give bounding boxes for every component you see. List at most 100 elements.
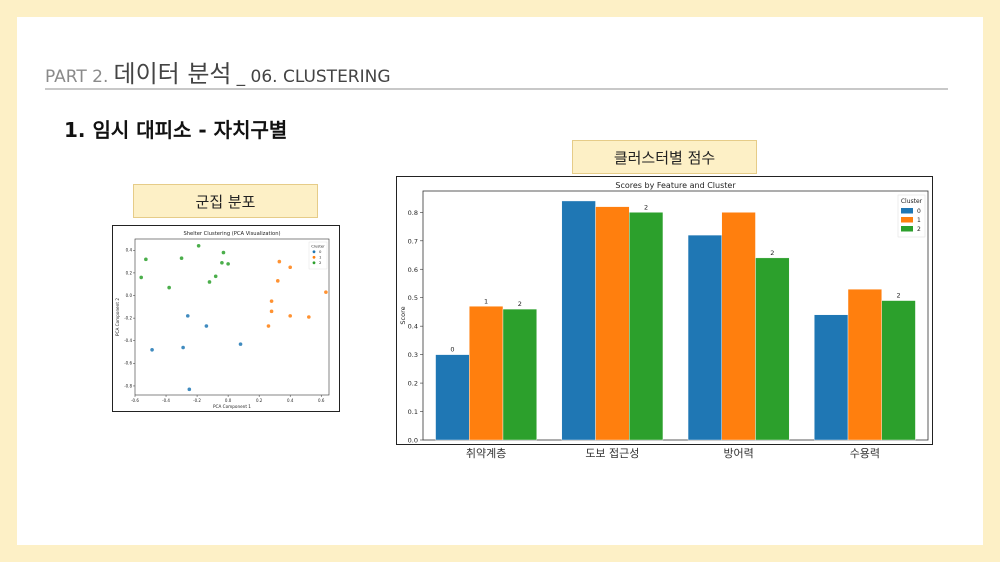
bar-cluster-1-2	[721, 212, 756, 441]
scatter-point-cluster-1	[307, 315, 311, 319]
bar-cluster-2-1	[629, 212, 664, 441]
bar-y-tick-label: 0.6	[408, 266, 418, 274]
scatter-y-tick-label: 0.2	[126, 270, 133, 275]
scatter-point-cluster-2	[139, 275, 144, 280]
bar-cluster-0-1	[561, 200, 596, 441]
scatter-legend-marker-2	[312, 261, 316, 265]
scatter-chart: Shelter Clustering (PCA Visualization) -0…	[115, 231, 330, 409]
bar-x-category-label: 방어력	[723, 447, 754, 460]
scatter-y-tick-label: -0.6	[124, 361, 132, 366]
bar-legend-label-2: 2	[917, 226, 921, 233]
scatter-point-cluster-2	[167, 285, 171, 290]
scatter-point-cluster-2	[220, 260, 224, 265]
scatter-point-cluster-1	[269, 299, 274, 303]
scatter-point-cluster-1	[288, 265, 292, 270]
scatter-label-box: 군집 분포	[133, 184, 318, 218]
scatter-x-tick-label: 0.6	[318, 398, 325, 403]
scatter-x-tick-label: 0.4	[287, 398, 294, 403]
bar-annotation: 0	[450, 346, 454, 354]
bar-legend-title: Cluster	[901, 198, 923, 205]
scatter-legend-label-2: 2	[319, 260, 322, 265]
scatter-y-tick-label: 0.4	[126, 248, 133, 253]
bar-annotation: 2	[644, 203, 648, 211]
scatter-point-cluster-2	[213, 274, 218, 279]
scatter-point-cluster-2	[207, 280, 212, 284]
bar-y-tick-label: 0.3	[408, 351, 418, 359]
bar-annotation: 1	[484, 297, 488, 305]
scatter-y-tick-label: -0.2	[124, 316, 132, 321]
scatter-point-cluster-2	[196, 243, 201, 248]
bar-chart-title: Scores by Feature and Cluster	[615, 181, 736, 190]
scatter-point-cluster-1	[324, 290, 328, 294]
scatter-point-cluster-0	[185, 314, 190, 318]
scatter-y-tick-label: -0.4	[124, 338, 132, 343]
scatter-point-cluster-2	[221, 250, 226, 255]
scatter-x-tick-label: -0.6	[131, 398, 139, 403]
scatter-legend-marker-1	[312, 255, 316, 259]
bar-annotation: 2	[770, 249, 774, 257]
bar-cluster-2-2	[755, 257, 790, 441]
bar-y-tick-label: 0.4	[408, 323, 418, 331]
bar-cluster-2-0	[502, 308, 537, 441]
scatter-point-cluster-2	[179, 256, 184, 261]
bar-cluster-0-0	[435, 354, 470, 441]
scatter-point-cluster-1	[288, 314, 292, 318]
bar-cluster-0-3	[814, 314, 849, 441]
bar-y-axis-label: Score	[399, 306, 407, 324]
bar-cluster-1-1	[595, 206, 630, 441]
bar-chart-frame: Scores by Feature and Cluster 0.0 0.1 0.2 0.…	[396, 176, 933, 460]
bar-y-tick-label: 0.0	[408, 437, 418, 444]
scatter-legend-label-0: 0	[319, 249, 322, 254]
scatter-y-axis-label: PCA Component 2	[115, 298, 120, 336]
scatter-point-cluster-2	[144, 257, 148, 262]
bar-y-tick-label: 0.1	[408, 408, 418, 416]
header-subtitle: _ 06. CLUSTERING	[236, 67, 391, 87]
header-divider	[45, 88, 948, 90]
scatter-legend-title: Cluster	[311, 244, 325, 249]
bar-legend-label-1: 1	[917, 217, 921, 224]
scatter-point-cluster-1	[275, 279, 280, 283]
bar-legend-swatch-0	[901, 208, 913, 214]
bar-legend-label-0: 0	[917, 208, 921, 215]
scatter-x-tick-label: -0.2	[193, 398, 201, 403]
scatter-point-cluster-0	[181, 345, 185, 350]
scatter-x-axis-label: PCA Component 1	[213, 404, 251, 409]
bar-y-tick-label: 0.5	[408, 294, 418, 302]
scatter-x-tick-label: 0.0	[225, 398, 232, 403]
scatter-legend-label-1: 1	[319, 255, 322, 260]
scatter-point-cluster-0	[187, 387, 192, 392]
slide-header: PART 2. 데이터 분석 _ 06. CLUSTERING	[45, 54, 391, 89]
bar-legend-swatch-1	[901, 217, 913, 223]
header-part: PART 2.	[45, 67, 109, 87]
bar-legend-swatch-2	[901, 226, 913, 232]
scatter-x-tick-label: -0.4	[162, 398, 170, 403]
bar-cluster-2-3	[881, 300, 916, 441]
bar-cluster-1-0	[469, 306, 504, 441]
bar-x-category-label: 취약계층	[465, 447, 507, 460]
scatter-point-cluster-1	[277, 259, 282, 264]
bar-chart: Scores by Feature and Cluster 0.0 0.1 0.2 0.…	[399, 181, 929, 445]
bar-y-tick-label: 0.7	[408, 237, 418, 245]
scatter-plot-area	[134, 238, 330, 396]
bar-cluster-1-3	[847, 288, 882, 441]
bar-annotation: 2	[897, 292, 901, 300]
scatter-y-tick-label: -0.8	[124, 383, 132, 388]
scatter-point-cluster-0	[204, 324, 209, 328]
bar-cluster-0-2	[687, 234, 722, 441]
scatter-legend-marker-0	[312, 250, 316, 254]
bar-x-category-label: 수용력	[849, 447, 881, 460]
bar-label-box: 클러스터별 점수	[572, 140, 757, 174]
scatter-point-cluster-1	[269, 309, 274, 314]
scatter-point-cluster-2	[226, 262, 230, 266]
scatter-point-cluster-0	[150, 347, 154, 352]
scatter-title: Shelter Clustering (PCA Visualization)	[183, 231, 280, 237]
scatter-x-tick-label: 0.2	[256, 398, 263, 403]
scatter-chart-frame: Shelter Clustering (PCA Visualization) -0…	[112, 225, 340, 412]
header-title: 데이터 분석	[113, 60, 232, 88]
bar-y-tick-label: 0.8	[408, 209, 418, 217]
scatter-point-cluster-1	[266, 324, 271, 328]
scatter-y-tick-label: 0.0	[126, 293, 133, 298]
bar-annotation: 2	[518, 300, 522, 308]
scatter-point-cluster-0	[238, 342, 243, 346]
bar-x-category-label: 도보 접근성	[585, 447, 640, 460]
